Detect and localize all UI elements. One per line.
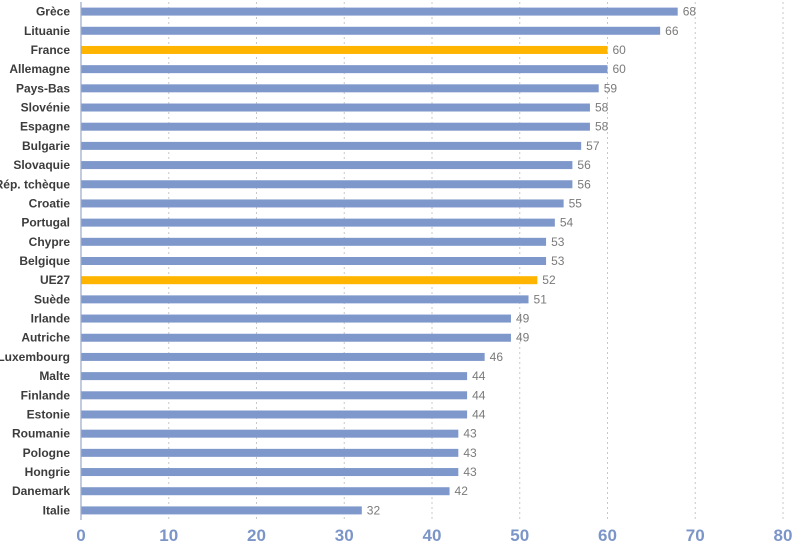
x-tick-label: 70 bbox=[686, 526, 705, 545]
value-label: 58 bbox=[595, 101, 609, 115]
category-label: Grèce bbox=[36, 5, 70, 19]
bar bbox=[81, 295, 529, 304]
category-label: Chypre bbox=[29, 235, 71, 249]
bar bbox=[81, 218, 555, 227]
bar bbox=[81, 141, 582, 150]
bar bbox=[81, 237, 547, 246]
bar bbox=[81, 26, 661, 35]
bar bbox=[81, 161, 573, 170]
value-label: 60 bbox=[613, 62, 627, 76]
value-label: 44 bbox=[472, 388, 486, 402]
value-label: 56 bbox=[577, 177, 591, 191]
category-label: Belgique bbox=[19, 254, 70, 268]
value-label: 52 bbox=[542, 273, 556, 287]
bar bbox=[81, 65, 608, 74]
category-label: Espagne bbox=[20, 120, 70, 134]
bar bbox=[81, 352, 485, 361]
category-labels: Grèce Lituanie France Allemagne Pays-Bas Slov… bbox=[0, 5, 70, 518]
category-label: Luxembourg bbox=[0, 350, 70, 364]
category-label: UE27 bbox=[40, 273, 70, 287]
x-tick-label: 60 bbox=[598, 526, 617, 545]
value-label: 56 bbox=[577, 158, 591, 172]
category-label: Portugal bbox=[21, 216, 70, 230]
bar bbox=[81, 333, 511, 342]
category-label: Croatie bbox=[29, 196, 71, 210]
x-tick-labels: 0 10 20 30 40 50 60 70 80 bbox=[76, 526, 792, 545]
x-tick-label: 30 bbox=[335, 526, 354, 545]
value-label: 43 bbox=[463, 427, 477, 441]
bars bbox=[81, 7, 678, 515]
value-label: 44 bbox=[472, 369, 486, 383]
value-labels: 68 66 60 60 59 58 58 57 56 56 55 54 53 53 52 51 49 49 46 44… bbox=[367, 5, 697, 518]
bar bbox=[81, 314, 511, 323]
value-label: 54 bbox=[560, 216, 574, 230]
value-label: 57 bbox=[586, 139, 600, 153]
value-label: 43 bbox=[463, 446, 477, 460]
value-label: 55 bbox=[569, 196, 583, 210]
category-label: Autriche bbox=[21, 331, 70, 345]
bar bbox=[81, 257, 547, 265]
category-label: Italie bbox=[43, 503, 71, 517]
value-label: 43 bbox=[463, 465, 477, 479]
value-label: 49 bbox=[516, 312, 530, 326]
category-label: Danemark bbox=[12, 484, 70, 498]
highlighted-bar bbox=[81, 276, 538, 285]
category-label: Irlande bbox=[31, 312, 71, 326]
value-label: 51 bbox=[534, 292, 548, 306]
bar bbox=[81, 506, 362, 515]
category-label: Allemagne bbox=[9, 62, 70, 76]
bar bbox=[81, 429, 459, 438]
bar bbox=[81, 7, 678, 16]
value-label: 53 bbox=[551, 235, 565, 249]
x-tick-label: 20 bbox=[247, 526, 266, 545]
value-label: 59 bbox=[604, 81, 618, 95]
x-tick-label: 10 bbox=[159, 526, 178, 545]
category-label: Malte bbox=[39, 369, 70, 383]
bar bbox=[81, 199, 564, 208]
category-label: Rép. tchèque bbox=[0, 177, 70, 191]
category-label: Roumanie bbox=[12, 427, 70, 441]
bar bbox=[81, 410, 468, 419]
bar bbox=[81, 122, 590, 131]
value-label: 32 bbox=[367, 503, 381, 517]
bar bbox=[81, 468, 459, 477]
bar bbox=[81, 372, 468, 381]
value-label: 42 bbox=[455, 484, 469, 498]
category-label: Finlande bbox=[21, 388, 71, 402]
value-label: 66 bbox=[665, 24, 679, 38]
category-label: Slovénie bbox=[21, 101, 71, 115]
x-tick-label: 0 bbox=[76, 526, 85, 545]
value-label: 58 bbox=[595, 120, 609, 134]
value-label: 44 bbox=[472, 407, 486, 421]
category-label: Suède bbox=[34, 292, 70, 306]
category-label: Pays-Bas bbox=[16, 81, 70, 95]
value-label: 49 bbox=[516, 331, 530, 345]
category-label: Slovaquie bbox=[13, 158, 70, 172]
category-label: Bulgarie bbox=[22, 139, 70, 153]
bar bbox=[81, 391, 468, 400]
bar bbox=[81, 180, 573, 189]
value-label: 53 bbox=[551, 254, 565, 268]
bar bbox=[81, 487, 450, 496]
category-label: Lituanie bbox=[24, 24, 70, 38]
x-tick-label: 50 bbox=[510, 526, 529, 545]
bar bbox=[81, 84, 599, 93]
category-label: Pologne bbox=[23, 446, 71, 460]
category-label: Estonie bbox=[27, 407, 71, 421]
x-tick-label: 80 bbox=[774, 526, 793, 545]
value-label: 60 bbox=[613, 43, 627, 57]
bar bbox=[81, 448, 459, 457]
highlighted-bar bbox=[81, 45, 608, 54]
x-tick-label: 40 bbox=[423, 526, 442, 545]
value-label: 46 bbox=[490, 350, 504, 364]
value-label: 68 bbox=[683, 5, 697, 19]
bar bbox=[81, 103, 590, 112]
category-label: France bbox=[31, 43, 71, 57]
category-label: Hongrie bbox=[25, 465, 71, 479]
